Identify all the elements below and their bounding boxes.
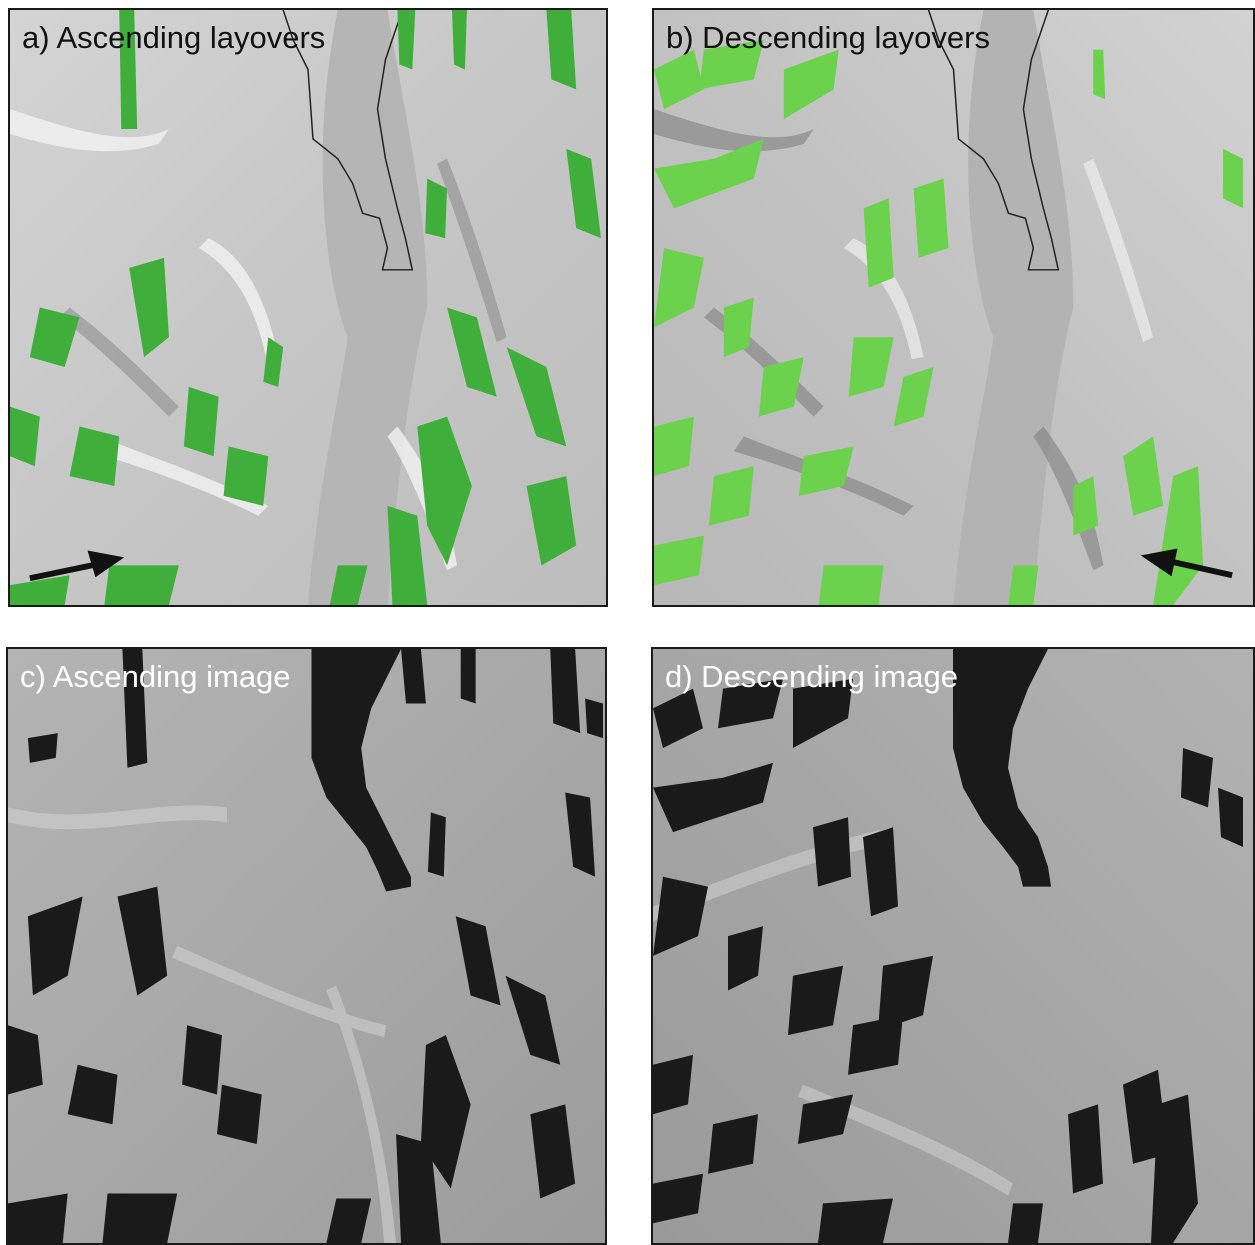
sar-image-c [8, 649, 605, 1243]
layover-patches-desc [654, 39, 1244, 605]
panel-descending-image: d) Descending image [651, 647, 1255, 1245]
look-direction-arrow-icon [1140, 548, 1233, 579]
panel-ascending-layovers: a) Ascending layovers [8, 8, 608, 607]
radar-shadow-patches-desc [653, 678, 1243, 1243]
layover-patches-asc [10, 10, 602, 605]
hillshade-map-a [10, 10, 606, 605]
look-direction-arrow-icon [29, 550, 125, 582]
panel-label: a) Ascending layovers [22, 20, 326, 55]
sar-image-d [653, 649, 1253, 1243]
hillshade-map-b [654, 10, 1253, 605]
panel-label: d) Descending image [665, 659, 958, 694]
panel-descending-layovers: b) Descending layovers [652, 8, 1255, 607]
panel-label: b) Descending layovers [666, 20, 990, 55]
panel-label: c) Ascending image [20, 659, 291, 694]
panel-ascending-image: c) Ascending image [6, 647, 607, 1245]
radar-shadow-patches-asc [8, 649, 604, 1243]
